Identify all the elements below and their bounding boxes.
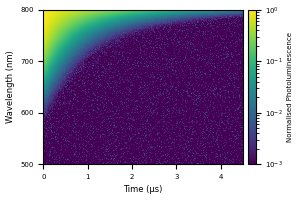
X-axis label: Time (μs): Time (μs) [124, 185, 163, 194]
Y-axis label: Wavelength (nm): Wavelength (nm) [6, 51, 15, 123]
Y-axis label: Normalised Photoluminescence: Normalised Photoluminescence [287, 32, 293, 142]
